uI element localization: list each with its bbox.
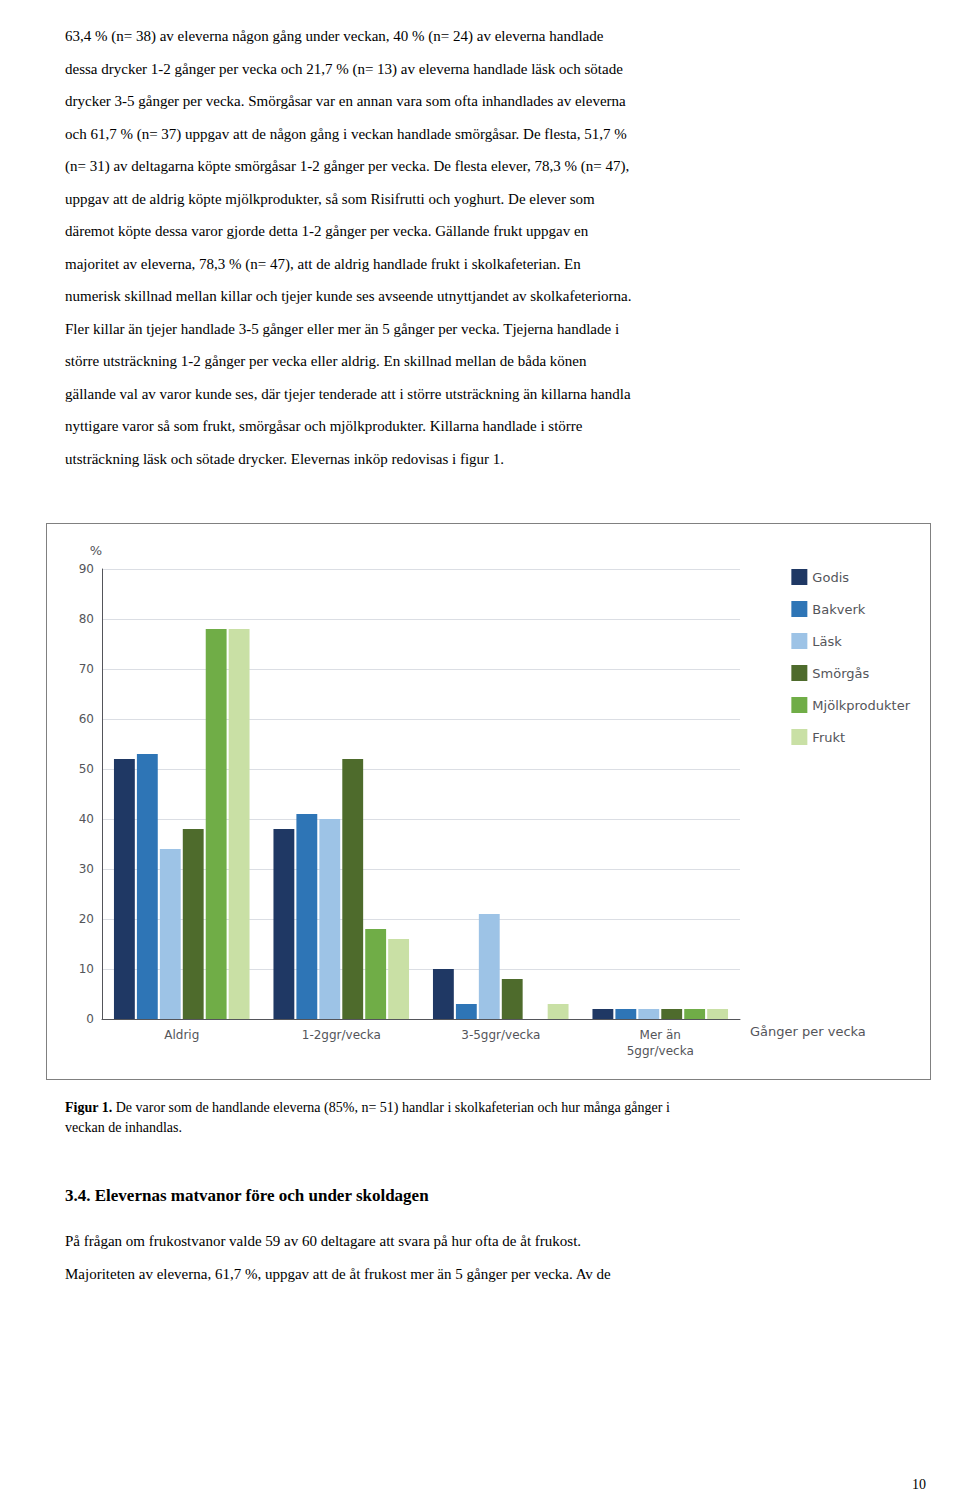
svg-text:50: 50 [79, 762, 94, 776]
html-text:och 61,7 % (n= 37) uppgav att: och 61,7 % (n= 37) uppgav att de någon g… [65, 125, 627, 142]
html-text:63,4 % (n= 38) av eleverna någ: 63,4 % (n= 38) av eleverna någon gång un… [65, 28, 604, 44]
html-text:På frågan om frukostvanor vald: På frågan om frukostvanor valde 59 av 60… [65, 1233, 582, 1249]
svg-text:Mjölkprodukter: Mjölkprodukter [812, 698, 910, 713]
svg-text:70: 70 [79, 662, 94, 676]
svg-text:60: 60 [79, 712, 94, 726]
html-text:10: 10 [912, 1477, 926, 1492]
html-text:större utsträckning 1-2 gånger: större utsträckning 1-2 gånger per vecka… [65, 353, 587, 369]
html-text:3.4. Elevernas matvanor före o: 3.4. Elevernas matvanor före och under s… [65, 1186, 429, 1205]
html-text:(n= 31) av deltagarna köpte sm: (n= 31) av deltagarna köpte smörgåsar 1-… [65, 158, 630, 174]
svg-text:0: 0 [86, 1012, 94, 1026]
svg-text:90: 90 [79, 562, 94, 576]
svg-text:Frukt: Frukt [812, 730, 845, 745]
html-text:gällande val av varor kunde se: gällande val av varor kunde ses, där tje… [65, 385, 631, 402]
svg-text:10: 10 [79, 962, 94, 976]
svg-text:3-5ggr/vecka: 3-5ggr/vecka [461, 1028, 540, 1042]
html-text:drycker 3-5 gånger per vecka.: drycker 3-5 gånger per vecka. Smörgåsar … [65, 93, 626, 109]
svg-text:20: 20 [79, 912, 94, 926]
svg-text:Smörgås: Smörgås [812, 666, 869, 681]
html-text:utsträckning läsk och sötade d: utsträckning läsk och sötade drycker. El… [65, 450, 505, 467]
svg-text:1-2ggr/vecka: 1-2ggr/vecka [302, 1028, 381, 1042]
svg-text:Godis: Godis [812, 570, 849, 585]
html-text:däremot köpte dessa varor gjor: däremot köpte dessa varor gjorde detta 1… [65, 223, 589, 239]
html-text:uppgav att de aldrig köpte mjö: uppgav att de aldrig köpte mjölkprodukte… [65, 190, 595, 207]
svg-text:Mer än: Mer än [640, 1028, 681, 1042]
html-text:dessa drycker 1-2 gånger per v: dessa drycker 1-2 gånger per vecka och 2… [65, 60, 623, 77]
html-text:nyttigare varor så som frukt,: nyttigare varor så som frukt, smörgåsar … [65, 418, 583, 434]
html-text:majoritet av eleverna, 78,3 %: majoritet av eleverna, 78,3 % (n= 47), a… [65, 255, 581, 272]
svg-text:Bakverk: Bakverk [812, 602, 865, 617]
svg-text:80: 80 [79, 612, 94, 626]
html-text:Fler killar än tjejer handlade: Fler killar än tjejer handlade 3-5 gånge… [65, 320, 620, 337]
svg-text:Aldrig: Aldrig [164, 1028, 199, 1042]
svg-text:%: % [90, 543, 102, 558]
html-text:numerisk skillnad mellan killa: numerisk skillnad mellan killar och tjej… [65, 288, 632, 304]
svg-text:Gånger per vecka: Gånger per vecka [750, 1024, 866, 1039]
svg-text:40: 40 [79, 812, 94, 826]
svg-text:Läsk: Läsk [812, 634, 842, 649]
html-text:Figur 1. De varor som de handl: Figur 1. De varor som de handlande eleve… [65, 1100, 670, 1135]
html-text:Majoriteten av eleverna, 61,7: Majoriteten av eleverna, 61,7 %, uppgav … [65, 1265, 611, 1282]
svg-text:5ggr/vecka: 5ggr/vecka [627, 1044, 694, 1058]
svg-text:30: 30 [79, 862, 94, 876]
